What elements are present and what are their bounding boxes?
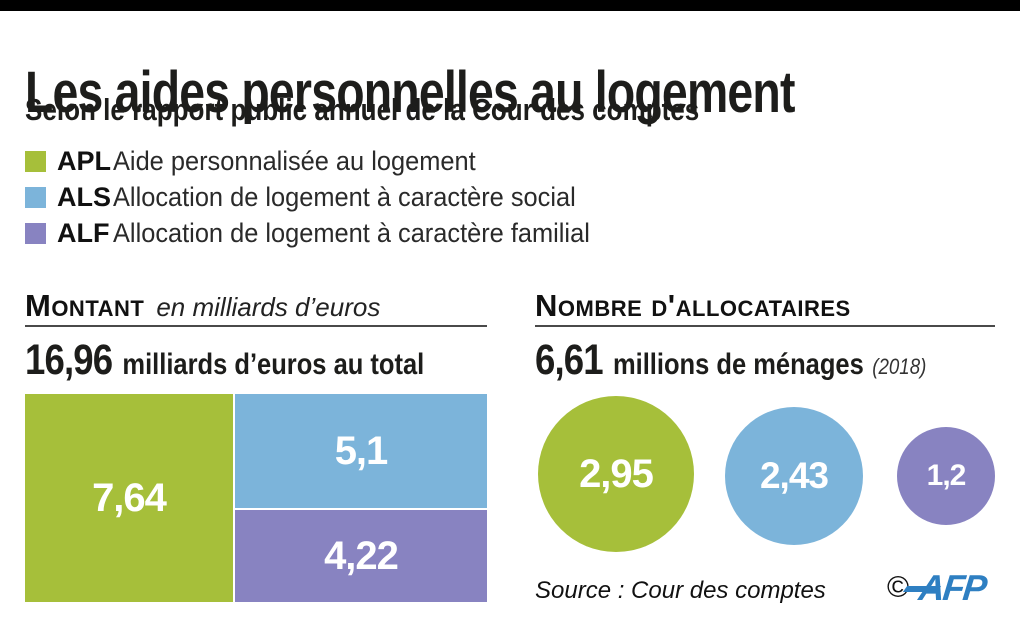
treemap-cell-als: 5,1: [235, 394, 487, 508]
montant-heading-note: en milliards d’euros: [156, 292, 381, 322]
montant-treemap: 7,64 5,1 4,22: [25, 394, 487, 602]
allocataires-total-value: 6,61: [535, 336, 604, 384]
page-subtitle: Selon le rapport public annuel de la Cou…: [25, 92, 700, 127]
legend-label-apl: Aide personnalisée au logement: [113, 146, 476, 176]
allocataires-total-year: (2018): [872, 354, 927, 379]
afp-logo: AFP: [903, 567, 988, 608]
copyright-symbol: ©: [887, 571, 910, 604]
als-color-swatch: [25, 187, 46, 208]
bubble-apl: 2,95: [538, 396, 694, 552]
treemap-value-als: 5,1: [334, 428, 389, 473]
montant-section: Montant en milliards d’euros 16,96 milli…: [25, 0, 487, 628]
page-title: Les aides personnelles au logement: [25, 59, 795, 125]
montant-total: 16,96 milliards d’euros au total: [25, 336, 424, 385]
allocataires-heading-row: Nombre d'allocataires: [535, 288, 851, 324]
legend-label-alf: Allocation de logement à caractère famil…: [113, 218, 590, 248]
bubble-als: 2,43: [725, 407, 863, 545]
allocataires-section: Nombre d'allocataires 6,61 millions de m…: [535, 0, 995, 628]
treemap-value-apl: 7,64: [92, 475, 167, 520]
montant-total-value: 16,96: [25, 336, 113, 384]
legend-item-alf: ALF Allocation de logement à caractère f…: [25, 218, 620, 248]
montant-total-label: milliards d’euros au total: [122, 348, 425, 381]
legend-code-apl: APL: [57, 146, 111, 176]
allocataires-total: 6,61 millions de ménages (2018): [535, 336, 926, 385]
bubble-alf: 1,2: [897, 427, 995, 525]
legend-code-alf: ALF: [57, 218, 110, 248]
alf-color-swatch: [25, 223, 46, 244]
credit: © AFP: [887, 567, 988, 608]
treemap-cell-apl: 7,64: [25, 394, 233, 602]
top-accent-bar: [0, 0, 1020, 11]
bubble-value-apl: 2,95: [579, 451, 654, 496]
apl-color-swatch: [25, 151, 46, 172]
allocataires-heading: Nombre d'allocataires: [535, 288, 851, 323]
afp-logo-text: AFP: [917, 567, 988, 608]
legend-code-als: ALS: [57, 182, 111, 212]
montant-heading: Montant: [25, 288, 145, 323]
treemap-value-alf: 4,22: [324, 533, 399, 578]
treemap-cell-alf: 4,22: [235, 510, 487, 602]
bubble-value-als: 2,43: [759, 455, 829, 496]
montant-heading-row: Montant en milliards d’euros: [25, 288, 380, 324]
legend: APL Aide personnalisée au logement ALS A…: [25, 146, 620, 259]
allocataires-total-label: millions de ménages: [612, 348, 864, 381]
legend-label-als: Allocation de logement à caractère socia…: [113, 182, 576, 212]
legend-item-als: ALS Allocation de logement à caractère s…: [25, 182, 620, 212]
bubble-value-alf: 1,2: [926, 459, 967, 492]
legend-item-apl: APL Aide personnalisée au logement: [25, 146, 620, 176]
allocataires-divider: [535, 325, 995, 327]
montant-divider: [25, 325, 487, 327]
source-note: Source : Cour des comptes: [535, 577, 826, 604]
